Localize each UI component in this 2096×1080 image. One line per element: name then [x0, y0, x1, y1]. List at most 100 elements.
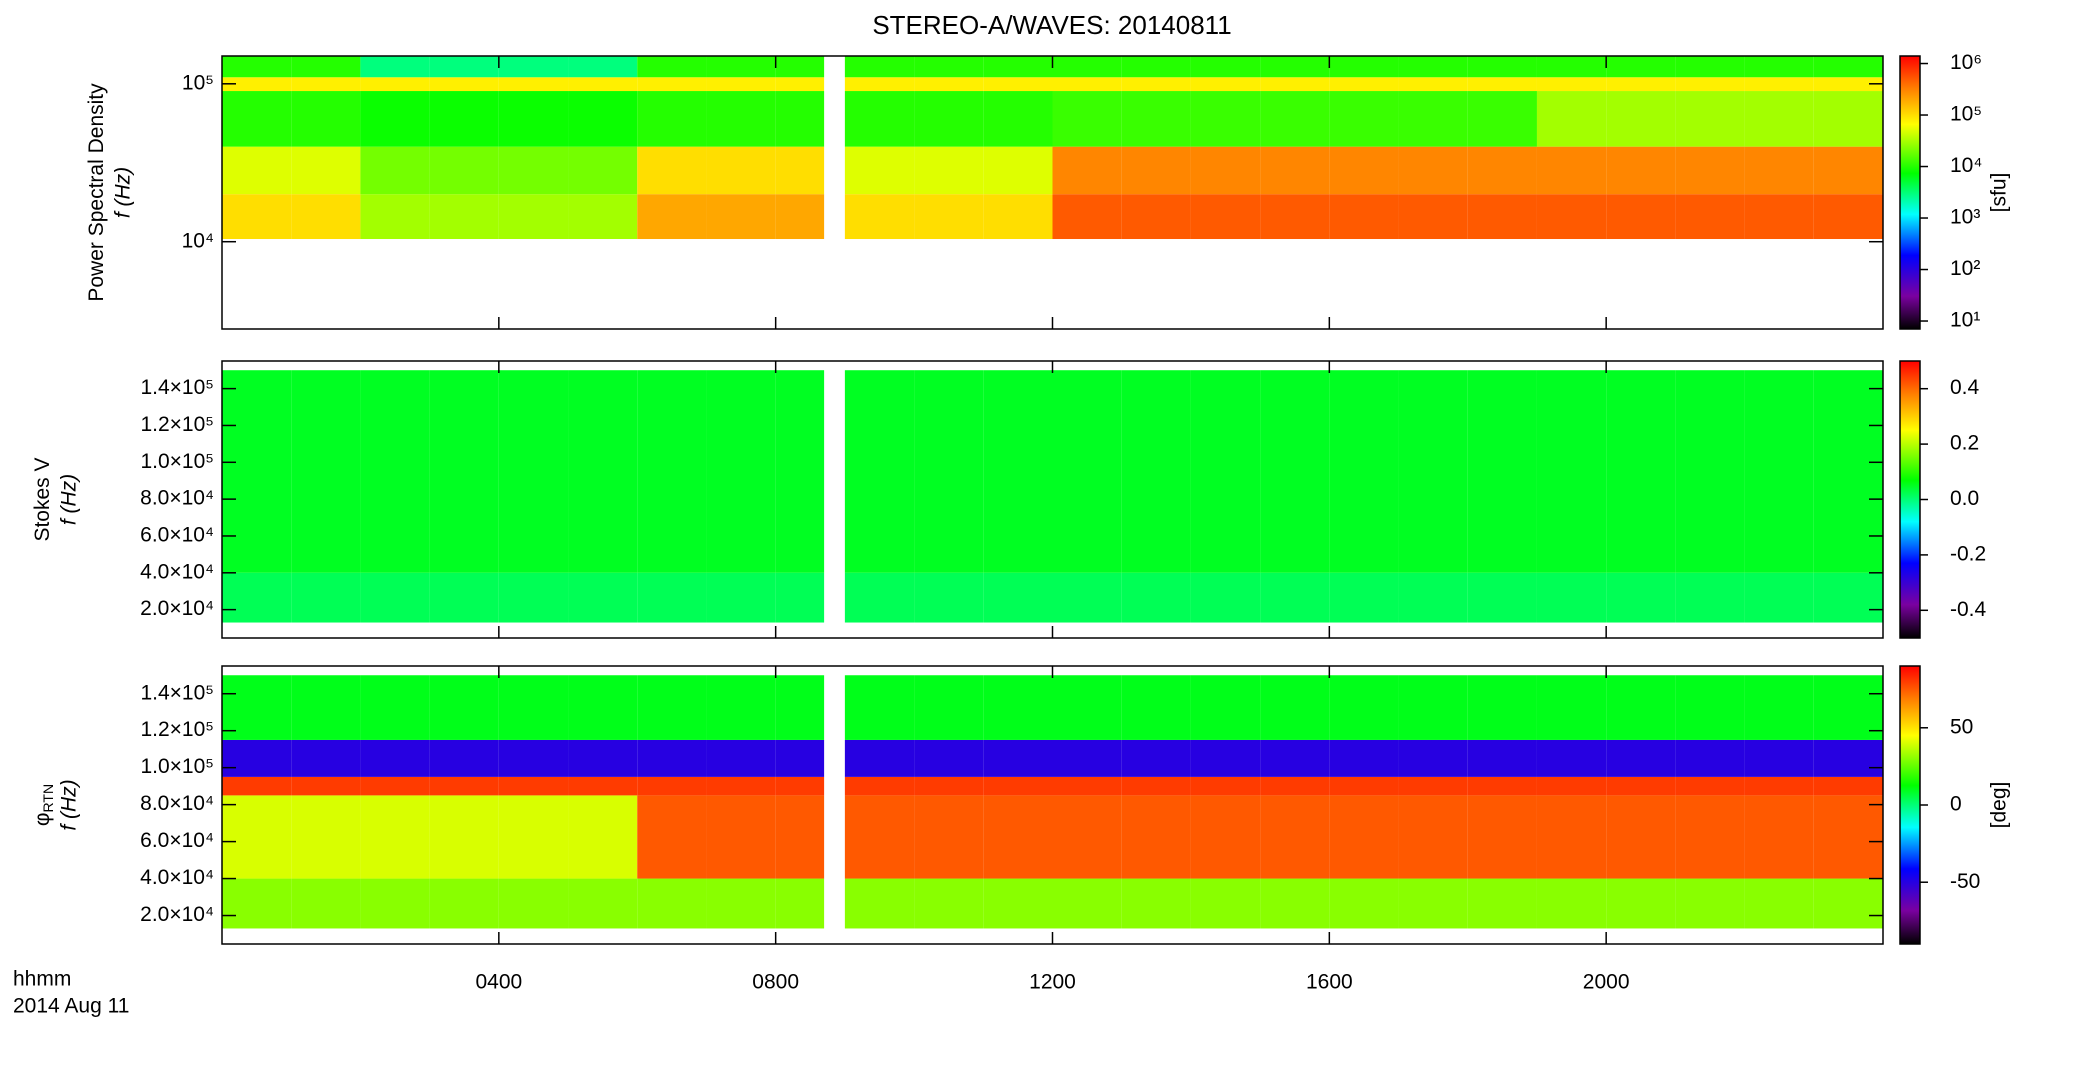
heatmap-cell [429, 878, 499, 929]
heatmap-cell [568, 370, 638, 573]
heatmap-cell [914, 77, 984, 92]
colorbar-tick-label: 10³ [1950, 206, 1980, 229]
heatmap-cell [1467, 146, 1537, 195]
heatmap-cell [1536, 194, 1607, 240]
heatmap-cell [1121, 776, 1191, 796]
heatmap-cell [568, 795, 638, 879]
heatmap-cell [1398, 739, 1468, 777]
colorbar-tick-label: 10⁶ [1950, 51, 1982, 74]
heatmap-cell [498, 572, 569, 623]
heatmap-cell [222, 370, 292, 573]
heatmap-cell [1467, 675, 1537, 740]
heatmap-cell [1260, 56, 1330, 78]
heatmap-cell [1467, 878, 1537, 929]
heatmap-cell [1121, 795, 1191, 879]
colorbar [1899, 360, 1921, 639]
heatmap-cell [360, 572, 430, 623]
heatmap-cell [1744, 370, 1814, 573]
heatmap-cell [568, 91, 638, 147]
heatmap-cell [360, 146, 430, 195]
heatmap-cell [1606, 146, 1676, 195]
heatmap-cell [775, 572, 825, 623]
heatmap-cell [706, 77, 776, 92]
y-axis-label-text: φ [31, 812, 54, 826]
heatmap-cell [706, 675, 776, 740]
y-axis-label-sub: RTN [40, 784, 56, 813]
heatmap-cell [637, 795, 707, 879]
heatmap-cell [1121, 146, 1191, 195]
heatmap-cell [1121, 572, 1191, 623]
heatmap-cell [983, 194, 1053, 240]
heatmap-cell [291, 572, 361, 623]
heatmap-cell [1121, 91, 1191, 147]
heatmap-cell [1260, 675, 1330, 740]
heatmap-cell [498, 878, 569, 929]
y-axis-label-text: Power Spectral Density [85, 83, 108, 302]
date-label: 2014 Aug 11 [13, 995, 129, 1018]
heatmap-cell [706, 572, 776, 623]
heatmap-cell [775, 795, 825, 879]
heatmap-cell [1052, 56, 1122, 78]
heatmap-cell [914, 91, 984, 147]
heatmap-cell [1329, 56, 1399, 78]
heatmap-cell [1606, 77, 1676, 92]
heatmap-cell [1052, 776, 1122, 796]
heatmap-cell [1467, 795, 1537, 879]
heatmap-cell [1190, 878, 1261, 929]
heatmap-cell [983, 91, 1053, 147]
heatmap-cell [498, 91, 569, 147]
heatmap-cell [844, 77, 915, 92]
heatmap-cell [429, 776, 499, 796]
heatmap-cell [498, 795, 569, 879]
heatmap-cell [1052, 572, 1122, 623]
y-axis-label-2: f (Hz) [58, 779, 81, 830]
heatmap-cell [775, 77, 825, 92]
heatmap-cell [1398, 878, 1468, 929]
y-tick-label: 6.0×10⁴ [140, 829, 214, 852]
heatmap-cell [1675, 878, 1745, 929]
heatmap-cell [1467, 572, 1537, 623]
heatmap-cell [1606, 56, 1676, 78]
heatmap-cell [1813, 56, 1883, 78]
heatmap-cell [1536, 675, 1607, 740]
heatmap-cell [1813, 146, 1883, 195]
y-axis-label: Power Spectral Density [85, 83, 108, 302]
heatmap-cell [1813, 878, 1883, 929]
heatmap-cell [775, 370, 825, 573]
heatmap-cell [1190, 370, 1261, 573]
heatmap-cell [1744, 878, 1814, 929]
heatmap-cell [291, 795, 361, 879]
heatmap-cell [1052, 77, 1122, 92]
heatmap-cell [360, 878, 430, 929]
heatmap-cell [1052, 675, 1122, 740]
heatmap-cell [1813, 572, 1883, 623]
heatmap-cell [429, 675, 499, 740]
heatmap-cell [1260, 776, 1330, 796]
heatmap-cell [1467, 776, 1537, 796]
heatmap-cell [844, 739, 915, 777]
heatmap-cell [360, 776, 430, 796]
heatmap-cell [360, 675, 430, 740]
heatmap-cell [1398, 572, 1468, 623]
heatmap-cell [498, 739, 569, 777]
y-tick-label: 1.0×10⁵ [140, 755, 214, 778]
heatmap-cell [637, 776, 707, 796]
heatmap-cell [429, 91, 499, 147]
heatmap-cell [1398, 795, 1468, 879]
heatmap-cell [1398, 370, 1468, 573]
y-tick-label: 1.0×10⁵ [140, 450, 214, 473]
heatmap-cell [1744, 572, 1814, 623]
heatmap-cell [1260, 572, 1330, 623]
heatmap-cell [291, 776, 361, 796]
heatmap-cell [360, 194, 430, 240]
heatmap-cell [914, 795, 984, 879]
y-axis-label-2: f (Hz) [58, 474, 81, 525]
x-tick-label: 2000 [1583, 971, 1630, 994]
heatmap-cell [637, 91, 707, 147]
heatmap-cell [914, 878, 984, 929]
heatmap-cell [1813, 370, 1883, 573]
heatmap-cell [983, 146, 1053, 195]
heatmap-cell [1190, 194, 1261, 240]
heatmap-cell [1398, 776, 1468, 796]
